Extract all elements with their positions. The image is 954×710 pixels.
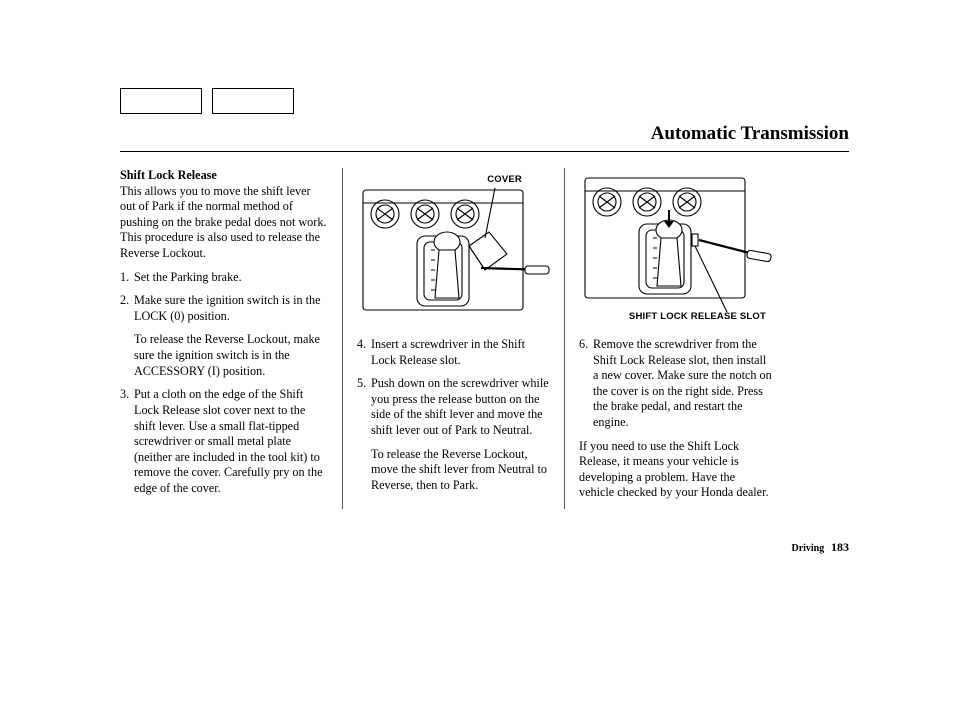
figure-slot-svg (579, 170, 774, 325)
step-2-main: Make sure the ignition switch is in the … (134, 293, 321, 323)
step-1-num: 1. (120, 270, 134, 286)
step-2-text: Make sure the ignition switch is in the … (134, 293, 328, 379)
step-5-text: Push down on the screwdriver while you p… (371, 376, 550, 493)
footer-page-number: 183 (831, 540, 849, 554)
intro-paragraph: Shift Lock Release This allows you to mov… (120, 168, 328, 262)
header-box-1 (120, 88, 202, 114)
step-6: 6. Remove the screwdriver from the Shift… (579, 337, 772, 431)
figure-cover-svg (357, 170, 552, 325)
header-box-row (120, 88, 294, 114)
content-columns: Shift Lock Release This allows you to mov… (120, 168, 786, 509)
step-2-num: 2. (120, 293, 134, 379)
step-6-text: Remove the screwdriver from the Shift Lo… (593, 337, 772, 431)
subhead-shift-lock: Shift Lock Release (120, 168, 217, 182)
step-2-sub: To release the Reverse Lockout, make sur… (134, 332, 328, 379)
step-5-num: 5. (357, 376, 371, 493)
step-4-num: 4. (357, 337, 371, 368)
column-1: Shift Lock Release This allows you to mov… (120, 168, 342, 509)
title-bar: Automatic Transmission (120, 123, 849, 152)
page-footer: Driving 183 (791, 540, 849, 555)
step-1: 1. Set the Parking brake. (120, 270, 328, 286)
step-2: 2. Make sure the ignition switch is in t… (120, 293, 328, 379)
figure-cover: COVER (357, 170, 552, 325)
page-title: Automatic Transmission (120, 123, 849, 145)
footer-section: Driving (791, 543, 824, 554)
outro-paragraph: If you need to use the Shift Lock Releas… (579, 439, 772, 501)
figure-slot-label: SHIFT LOCK RELEASE SLOT (629, 311, 766, 323)
figure-cover-label: COVER (487, 174, 522, 186)
step-6-num: 6. (579, 337, 593, 431)
intro-text: This allows you to move the shift lever … (120, 184, 326, 260)
step-5-main: Push down on the screwdriver while you p… (371, 376, 549, 437)
figure-slot: SHIFT LOCK RELEASE SLOT (579, 170, 774, 325)
column-2: COVER (342, 168, 564, 509)
step-3: 3. Put a cloth on the edge of the Shift … (120, 387, 328, 496)
step-1-text: Set the Parking brake. (134, 270, 328, 286)
step-3-num: 3. (120, 387, 134, 496)
step-4: 4. Insert a screwdriver in the Shift Loc… (357, 337, 550, 368)
page: Automatic Transmission Shift Lock Releas… (0, 0, 954, 710)
step-4-text: Insert a screwdriver in the Shift Lock R… (371, 337, 550, 368)
step-3-text: Put a cloth on the edge of the Shift Loc… (134, 387, 328, 496)
step-5: 5. Push down on the screwdriver while yo… (357, 376, 550, 493)
step-5-sub: To release the Reverse Lockout, move the… (371, 447, 550, 494)
column-3: SHIFT LOCK RELEASE SLOT (564, 168, 786, 509)
header-box-2 (212, 88, 294, 114)
